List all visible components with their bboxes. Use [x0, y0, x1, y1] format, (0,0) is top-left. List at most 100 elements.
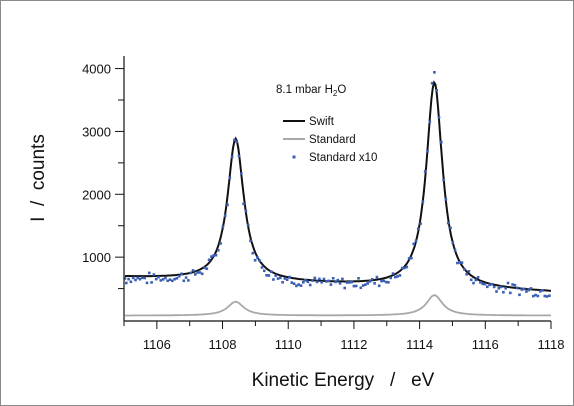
data-point-standard-x10 — [325, 280, 328, 283]
annotation-main: 8.1 mbar H — [276, 84, 333, 96]
data-point-standard-x10 — [394, 275, 397, 279]
y-axis-label: I / counts — [28, 134, 49, 222]
data-point-standard-x10 — [520, 288, 524, 291]
data-point-standard-x10 — [331, 277, 335, 280]
data-point-standard-x10 — [538, 290, 542, 293]
data-point-standard-x10 — [506, 281, 510, 285]
x-tick-label: 1110 — [275, 337, 302, 352]
data-point-standard-x10 — [171, 279, 174, 283]
data-point-standard-x10 — [423, 170, 427, 173]
data-point-standard-x10 — [265, 274, 268, 277]
data-point-standard-x10 — [244, 209, 248, 213]
data-point-standard-x10 — [359, 286, 363, 290]
x-tick-label: 1118 — [538, 337, 565, 352]
data-point-standard-x10 — [515, 286, 519, 290]
data-point-standard-x10 — [469, 278, 473, 282]
x-tick-label: 1114 — [406, 337, 433, 352]
data-point-standard-x10 — [545, 295, 549, 298]
data-point-standard-x10 — [123, 277, 127, 280]
x-axis-label: Kinetic Energy / eV — [252, 370, 435, 391]
data-point-standard-x10 — [304, 279, 307, 282]
data-point-standard-x10 — [532, 294, 535, 298]
y-tick-label: 2000 — [82, 187, 111, 202]
data-point-standard-x10 — [258, 259, 261, 262]
data-point-standard-x10 — [226, 203, 229, 207]
data-point-standard-x10 — [315, 280, 319, 284]
data-point-standard-x10 — [513, 283, 517, 287]
data-point-standard-x10 — [458, 261, 461, 264]
data-point-standard-x10 — [157, 275, 160, 279]
data-point-standard-x10 — [290, 281, 294, 284]
data-point-standard-x10 — [437, 116, 441, 119]
data-point-standard-x10 — [272, 278, 275, 281]
data-point-standard-x10 — [518, 293, 521, 297]
data-point-standard-x10 — [504, 287, 507, 290]
data-point-standard-x10 — [166, 279, 169, 283]
data-point-standard-x10 — [318, 277, 321, 281]
data-point-standard-x10 — [384, 280, 388, 284]
data-point-standard-x10 — [511, 283, 514, 286]
data-point-standard-x10 — [488, 283, 491, 287]
data-point-standard-x10 — [536, 294, 540, 298]
data-point-standard-x10 — [283, 277, 287, 280]
data-point-standard-x10 — [442, 178, 445, 182]
data-point-standard-x10 — [233, 138, 236, 142]
data-point-standard-x10 — [214, 253, 218, 257]
data-point-standard-x10 — [486, 285, 489, 289]
data-point-standard-x10 — [366, 282, 369, 285]
data-point-standard-x10 — [350, 280, 353, 284]
data-point-standard-x10 — [299, 284, 303, 287]
data-point-standard-x10 — [449, 226, 452, 230]
x-tick-label: 1112 — [340, 337, 367, 352]
data-point-standard-x10 — [412, 242, 415, 246]
data-point-standard-x10 — [476, 276, 480, 279]
data-point-standard-x10 — [451, 241, 455, 244]
data-point-standard-x10 — [212, 254, 215, 257]
data-point-standard-x10 — [311, 279, 314, 282]
data-point-standard-x10 — [230, 155, 234, 159]
data-point-standard-x10 — [210, 255, 213, 258]
data-point-standard-x10 — [375, 275, 379, 279]
data-point-standard-x10 — [263, 269, 266, 273]
data-point-standard-x10 — [534, 293, 537, 297]
data-point-standard-x10 — [483, 282, 487, 286]
data-point-standard-x10 — [329, 283, 333, 286]
legend-label-swift: Swift — [309, 116, 335, 128]
data-point-standard-x10 — [522, 287, 526, 291]
data-point-standard-x10 — [207, 258, 211, 262]
data-point-standard-x10 — [288, 275, 291, 279]
data-point-standard-x10 — [198, 271, 202, 274]
data-point-standard-x10 — [134, 278, 137, 282]
x-tick-label: 1108 — [209, 337, 237, 352]
data-point-standard-x10 — [396, 275, 399, 278]
data-point-standard-x10 — [433, 71, 436, 74]
data-point-standard-x10 — [145, 281, 149, 285]
data-point-standard-x10 — [474, 278, 478, 282]
annotation-label: 8.1 mbar H2O — [276, 84, 346, 98]
data-point-standard-x10 — [400, 266, 404, 270]
data-point-standard-x10 — [159, 279, 163, 282]
legend-swatch-standard-x10 — [292, 155, 296, 159]
data-point-standard-x10 — [541, 289, 544, 292]
data-point-standard-x10 — [492, 285, 496, 289]
x-tick-label: 1106 — [143, 337, 171, 352]
data-point-standard-x10 — [256, 256, 259, 259]
data-point-standard-x10 — [267, 274, 271, 277]
data-point-standard-x10 — [141, 276, 144, 279]
data-point-standard-x10 — [249, 239, 252, 242]
data-point-standard-x10 — [200, 272, 204, 276]
data-point-standard-x10 — [490, 282, 494, 286]
data-point-standard-x10 — [419, 222, 422, 225]
data-point-standard-x10 — [138, 277, 142, 281]
data-point-standard-x10 — [191, 269, 195, 272]
data-point-standard-x10 — [426, 150, 429, 153]
data-point-standard-x10 — [382, 279, 386, 283]
data-point-standard-x10 — [465, 273, 468, 276]
data-point-standard-x10 — [308, 283, 312, 287]
data-point-standard-x10 — [196, 271, 199, 274]
data-point-standard-x10 — [253, 259, 257, 262]
data-point-standard-x10 — [364, 283, 367, 286]
annotation-sub: 2 — [333, 89, 338, 98]
data-point-standard-x10 — [430, 81, 434, 85]
